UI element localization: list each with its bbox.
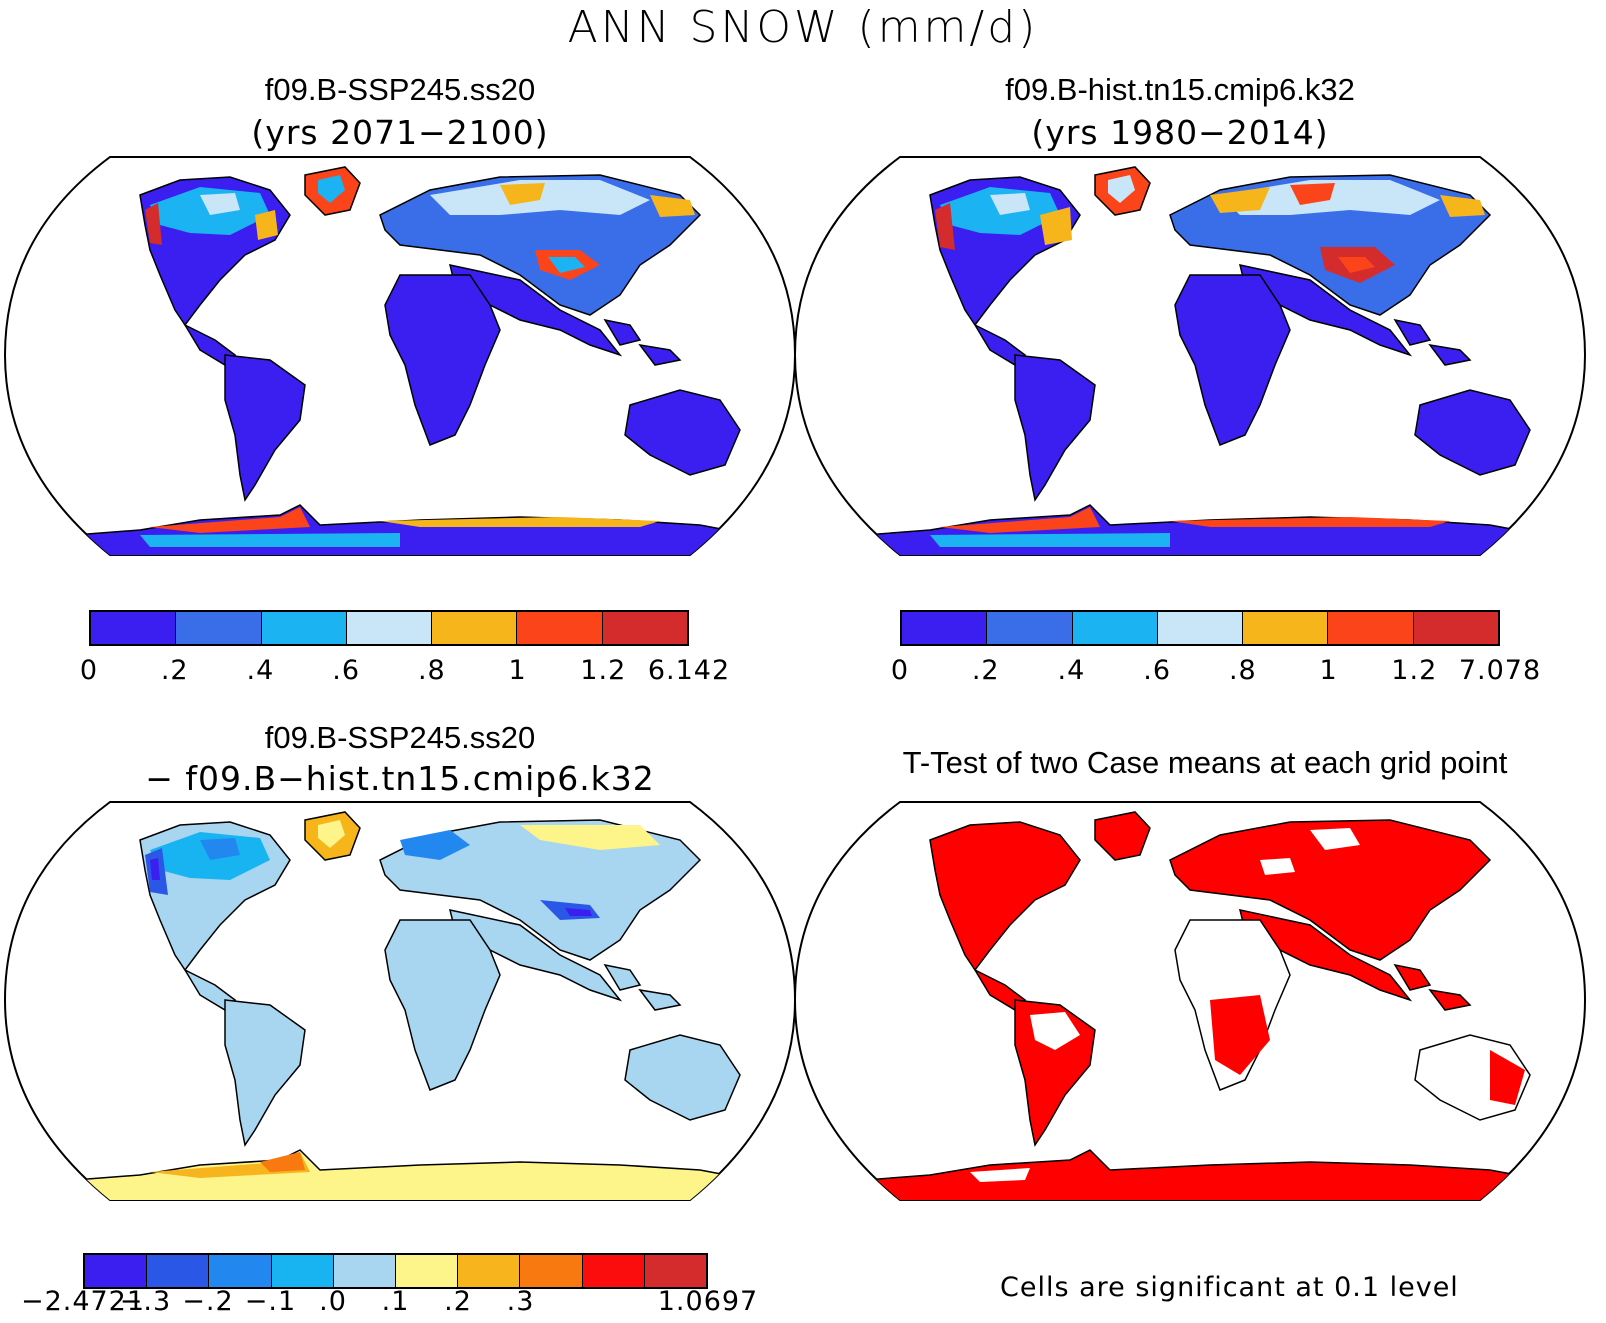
panel1-subtitle: (yrs 2071−2100) [251,113,549,152]
colorbar-swatch [902,612,988,644]
colorbar-label: .4 [1057,655,1086,686]
panel4-title: T-Test of two Case means at each grid po… [902,745,1508,780]
colorbar-swatch [602,612,687,644]
africa [384,919,501,1091]
colorbar-swatch [85,1255,148,1287]
colorbar-swatch [1072,612,1158,644]
colorbar-label: .1 [381,1286,410,1317]
colorbar-label: .8 [1228,655,1257,686]
colorbar-label: −.2 [182,1286,234,1317]
colorbar-swatch [261,612,347,644]
colorbar-label: 0 [890,655,910,686]
panel2-map [793,156,1587,556]
colorbar-swatch [1157,612,1244,644]
colorbar-label: 1.0697 [657,1286,759,1317]
panel4-map [793,801,1587,1201]
africa [384,274,501,446]
panel3-colorbar-labels: −2.4721 −.3 −.2 −.1 .0 .1 .2 .3 1.0697 [21,1286,757,1320]
greenland [1094,811,1151,861]
colorbar-swatch [271,1255,334,1287]
significance-footnote: Cells are significant at 0.1 level [1000,1272,1459,1303]
eurasia [1169,819,1492,961]
colorbar-label: .3 [506,1286,535,1317]
south-america [224,354,306,502]
colorbar-label: 6.142 [647,655,731,686]
colorbar-swatch [987,612,1073,644]
colorbar-label: .6 [1143,655,1172,686]
colorbar-label: 1.2 [1391,655,1438,686]
colorbar-label: −.3 [119,1286,172,1317]
colorbar-swatch [432,612,518,644]
panel1-map [3,156,797,556]
colorbar-label: 1 [508,655,527,686]
colorbar-swatch [582,1255,645,1287]
north-america [929,821,1081,972]
colorbar-label: .6 [332,655,361,686]
colorbar-label: .2 [160,655,189,686]
colorbar-swatch [1413,612,1498,644]
colorbar-swatch [176,612,262,644]
colorbar-swatch [644,1255,707,1287]
colorbar-swatch [333,1255,397,1287]
panel2-colorbar-labels: 0 .2 .4 .6 .8 1 1.2 7.078 [891,655,1540,689]
panel3-colorbar [83,1253,708,1289]
colorbar-label: 1.2 [580,655,627,686]
south-america [1014,354,1096,502]
australia [624,1034,741,1121]
colorbar-swatch [396,1255,459,1287]
south-america [224,999,306,1147]
colorbar-label: .4 [246,655,275,686]
colorbar-label: 7.078 [1458,655,1542,686]
colorbar-swatch [1243,612,1329,644]
colorbar-label: −2.4721 [20,1286,146,1317]
panel2-subtitle: (yrs 1980−2014) [1031,113,1329,152]
colorbar-swatch [346,612,433,644]
figure-title: ANN SNOW (mm/d) [567,2,1039,53]
colorbar-swatch [517,612,603,644]
panel1-colorbar-labels: 0 .2 .4 .6 .8 1 1.2 6.142 [80,655,729,689]
panel3-subtitle: − f09.B−hist.tn15.cmip6.k32 [145,759,655,798]
colorbar-swatch [147,1255,210,1287]
colorbar-label: −.1 [244,1286,297,1317]
colorbar-label: 0 [79,655,99,686]
colorbar-swatch [209,1255,272,1287]
colorbar-label: 1 [1319,655,1338,686]
colorbar-swatch [91,612,177,644]
colorbar-label: .8 [417,655,446,686]
panel1-colorbar [89,610,689,646]
panel2-title: f09.B-hist.tn15.cmip6.k32 [1005,72,1355,107]
australia [624,389,741,476]
colorbar-label: .2 [971,655,1000,686]
colorbar-label: .2 [444,1286,472,1317]
panel2-colorbar [900,610,1500,646]
colorbar-swatch [1328,612,1414,644]
australia [1414,389,1531,476]
colorbar-swatch [520,1255,583,1287]
colorbar-label: .0 [319,1286,347,1317]
panel1-title: f09.B-SSP245.ss20 [264,72,536,107]
panel3-map [3,801,797,1201]
antarctica [795,1149,1582,1200]
eurasia [379,819,702,961]
africa [1174,274,1291,446]
panel3-title: f09.B-SSP245.ss20 [264,720,536,755]
colorbar-swatch [458,1255,521,1287]
